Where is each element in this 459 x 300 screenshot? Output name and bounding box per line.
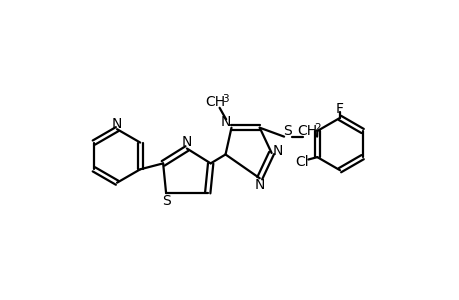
Text: N: N [254, 178, 264, 192]
Text: Cl: Cl [295, 155, 308, 170]
Text: N: N [112, 117, 122, 131]
Text: F: F [335, 102, 343, 116]
Text: N: N [272, 144, 282, 158]
Text: S: S [162, 194, 171, 208]
Text: 2: 2 [314, 123, 321, 133]
Text: N: N [181, 135, 192, 149]
Text: 3: 3 [221, 94, 228, 104]
Text: N: N [220, 116, 231, 129]
Text: CH: CH [205, 95, 225, 110]
Text: CH: CH [297, 124, 317, 138]
Text: S: S [283, 124, 292, 138]
